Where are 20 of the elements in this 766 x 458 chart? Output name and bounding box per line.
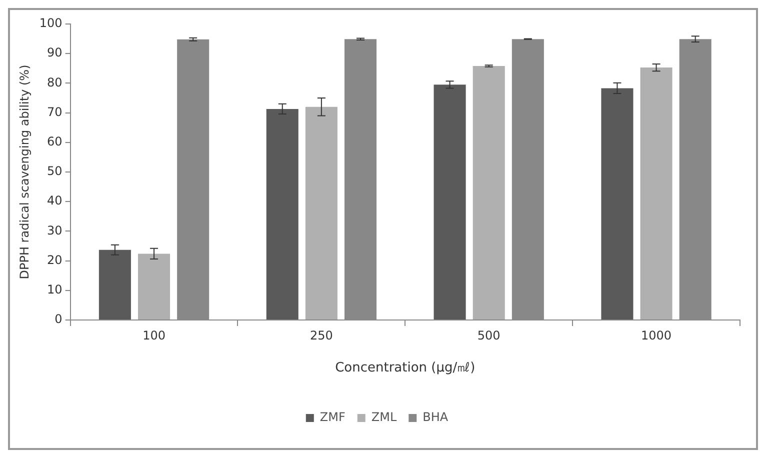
y-tick-label: 100	[39, 16, 62, 30]
legend-label: BHA	[422, 410, 449, 424]
y-tick-label: 0	[54, 312, 62, 326]
x-tick-label: 500	[477, 328, 500, 342]
y-tick-label: 90	[47, 46, 62, 60]
y-tick-label: 60	[47, 134, 62, 149]
x-tick-label: 250	[310, 328, 333, 342]
x-tick-label: 100	[142, 328, 166, 342]
x-axis-title: Concentration (μg/㎖)	[335, 360, 476, 376]
y-tick-label: 30	[47, 223, 62, 238]
legend-label: ZML	[371, 410, 397, 424]
y-tick-label: 40	[47, 194, 62, 208]
y-axis-title: DPPH radical scavenging ability (%)	[17, 64, 32, 280]
legend-label: ZMF	[320, 410, 346, 424]
y-tick-label: 80	[47, 75, 62, 90]
y-tick-label: 70	[47, 104, 62, 119]
y-tick-label: 20	[47, 252, 62, 267]
x-tick-label: 1000	[641, 328, 672, 342]
y-tick-label: 50	[47, 164, 62, 178]
y-tick-label: 10	[47, 282, 62, 297]
